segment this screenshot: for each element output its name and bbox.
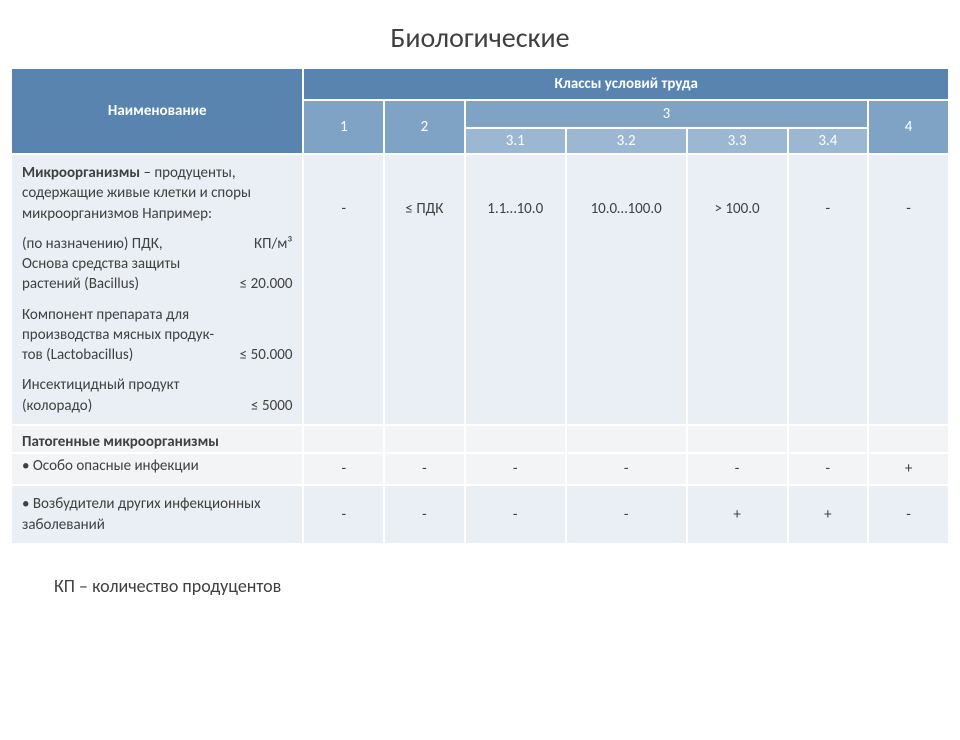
footnote: КП – количество продуцентов bbox=[54, 575, 960, 597]
row2-v2: - bbox=[384, 453, 465, 485]
table-row: • Особо опасные инфекции - - - - - - + bbox=[11, 453, 949, 485]
row1-insect-right: ≤ 5000 bbox=[251, 396, 292, 416]
header-col-3: 3 bbox=[465, 100, 868, 128]
row2-v34: - bbox=[788, 453, 869, 485]
row1-v1: - bbox=[303, 154, 384, 425]
row2-header: Патогенные микроорганизмы bbox=[11, 425, 303, 453]
row2-v4: + bbox=[868, 453, 949, 485]
table-row: Патогенные микроорганизмы bbox=[11, 425, 949, 453]
table-header: Наименование Классы условий труда 1 2 3 … bbox=[11, 68, 949, 154]
classification-table: Наименование Классы условий труда 1 2 3 … bbox=[10, 67, 950, 545]
row1-bacillus-right: ≤ 20.000 bbox=[240, 274, 293, 294]
row1-pdk-line: (по назначению) ПДК, КП/м³ bbox=[22, 234, 292, 254]
row1-lacto-right: ≤ 50.000 bbox=[240, 345, 293, 365]
row1-v33: > 100.0 bbox=[687, 154, 788, 425]
header-classes-title: Классы условий труда bbox=[303, 68, 949, 100]
table-row: • Возбудители других инфекционных заболе… bbox=[11, 485, 949, 544]
row3-v31: - bbox=[465, 485, 566, 544]
header-col-32: 3.2 bbox=[566, 128, 687, 154]
row1-insect-left: Инсектицидный продукт (колорадо) bbox=[22, 375, 222, 416]
row1-pdk-right: КП/м³ bbox=[254, 234, 292, 254]
row1-insect-line: Инсектицидный продукт (колорадо) ≤ 5000 bbox=[22, 375, 292, 416]
page-title: Биологические bbox=[0, 20, 960, 55]
row2-v33: - bbox=[687, 453, 788, 485]
row1-pdk-left: (по назначению) ПДК, bbox=[22, 234, 163, 254]
row1-v2: ≤ ПДК bbox=[384, 154, 465, 425]
header-col-2: 2 bbox=[384, 100, 465, 154]
row2-v1: - bbox=[303, 453, 384, 485]
row3-v34: + bbox=[788, 485, 869, 544]
row2-v32: - bbox=[566, 453, 687, 485]
row2-v31: - bbox=[465, 453, 566, 485]
header-col-33: 3.3 bbox=[687, 128, 788, 154]
row3-v4: - bbox=[868, 485, 949, 544]
row3-v33: + bbox=[687, 485, 788, 544]
row2-name: • Особо опасные инфекции bbox=[11, 453, 303, 485]
row1-bacillus-line: Основа средства защиты растений (Bacillu… bbox=[22, 254, 292, 295]
row1-intro-bold: Микроорганизмы bbox=[22, 164, 140, 182]
header-col-1: 1 bbox=[303, 100, 384, 154]
row3-v32: - bbox=[566, 485, 687, 544]
row1-lacto-line: Компонент препарата для производства мяс… bbox=[22, 305, 292, 366]
row1-v34: - bbox=[788, 154, 869, 425]
row1-v32: 10.0…100.0 bbox=[566, 154, 687, 425]
row1-v31: 1.1…10.0 bbox=[465, 154, 566, 425]
row3-v2: - bbox=[384, 485, 465, 544]
table-row: Микроорганизмы – продуценты, содержащие … bbox=[11, 154, 949, 425]
header-col-31: 3.1 bbox=[465, 128, 566, 154]
row1-v4: - bbox=[868, 154, 949, 425]
header-col-34: 3.4 bbox=[788, 128, 869, 154]
row1-name-cell: Микроорганизмы – продуценты, содержащие … bbox=[11, 154, 303, 425]
row3-name: • Возбудители других инфекционных заболе… bbox=[11, 485, 303, 544]
header-col-4: 4 bbox=[868, 100, 949, 154]
row1-bacillus-left: Основа средства защиты растений (Bacillu… bbox=[22, 254, 222, 295]
row3-v1: - bbox=[303, 485, 384, 544]
row1-lacto-left: Компонент препарата для производства мяс… bbox=[22, 305, 232, 366]
header-name: Наименование bbox=[11, 68, 303, 154]
